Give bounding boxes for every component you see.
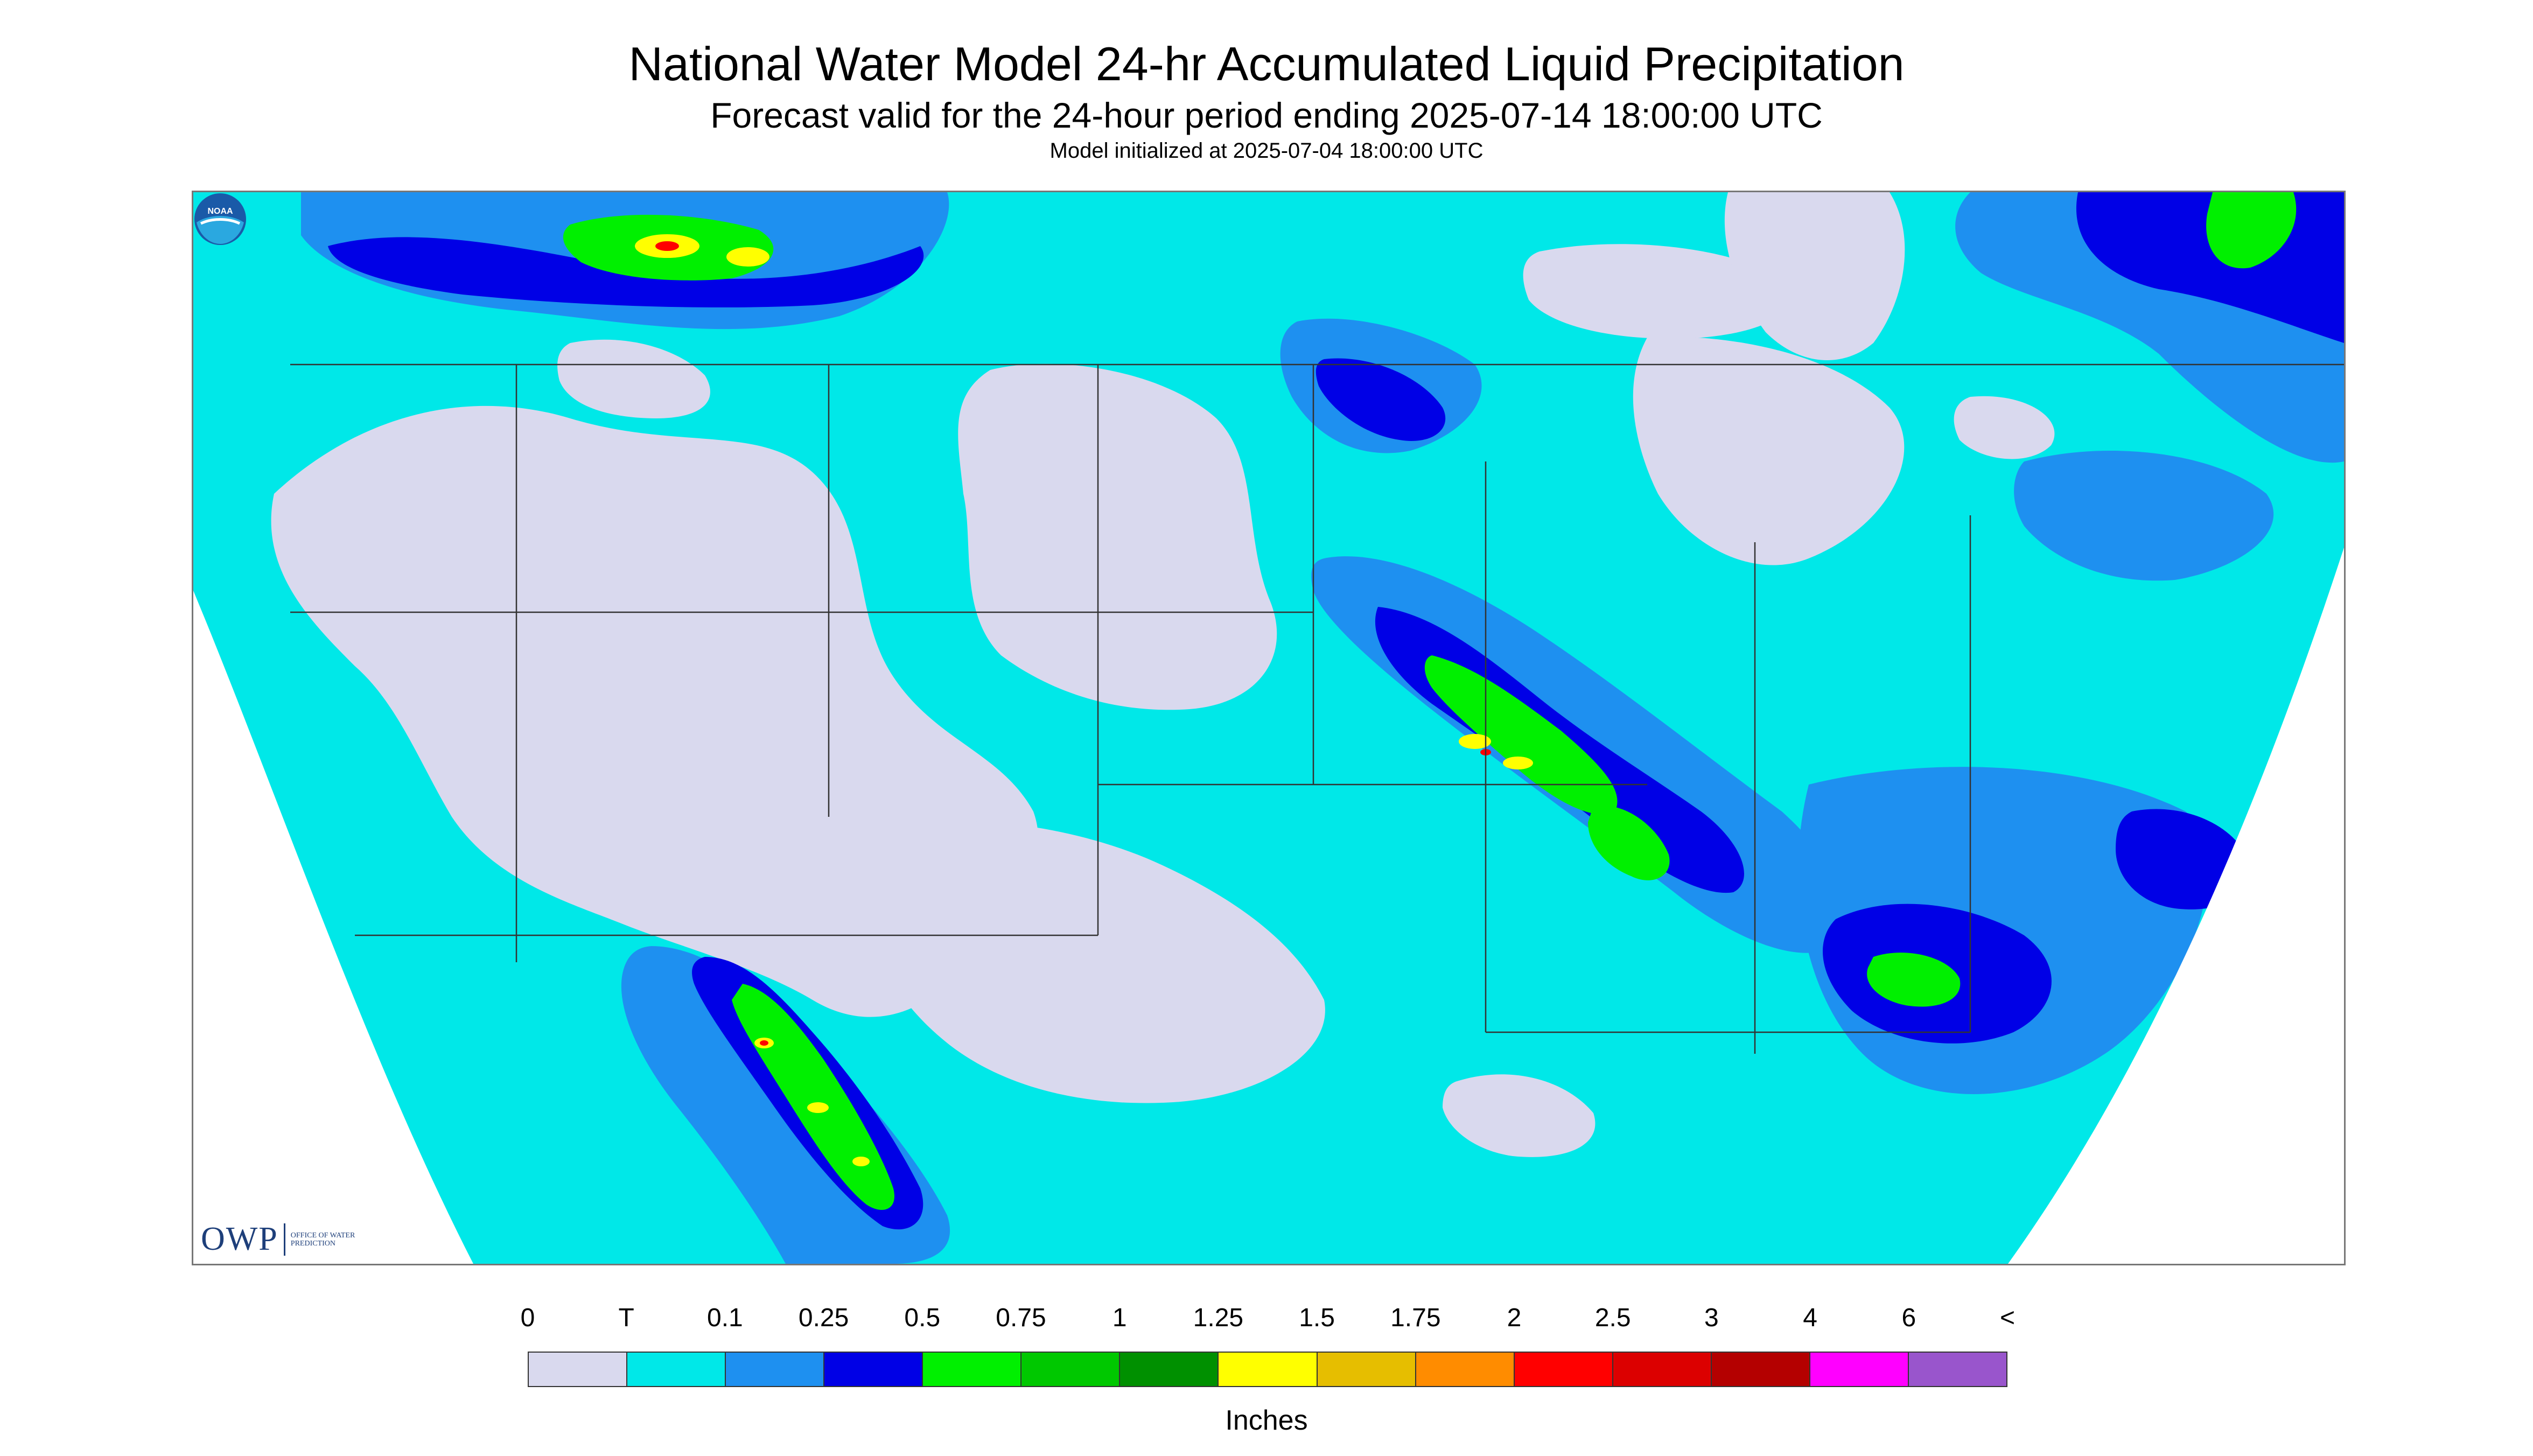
precipitation-map: OWP OFFICE OF WATER PREDICTION NOAA xyxy=(192,191,2346,1265)
legend-label: 0.25 xyxy=(798,1304,849,1332)
legend-swatch xyxy=(824,1353,923,1386)
legend-swatch xyxy=(1514,1353,1613,1386)
model-init-text: Model initialized at 2025-07-04 18:00:00… xyxy=(1049,139,1484,163)
legend-label: < xyxy=(1999,1304,2016,1332)
precipitation-field xyxy=(193,192,2344,1264)
legend-label: 0.75 xyxy=(996,1304,1046,1332)
owp-logo-divider xyxy=(283,1223,285,1256)
legend-swatch xyxy=(627,1353,726,1386)
legend-swatch xyxy=(1317,1353,1416,1386)
legend-label: 1.5 xyxy=(1299,1304,1335,1332)
legend-swatch xyxy=(1810,1353,1909,1386)
outside-domain-right xyxy=(2008,548,2344,1264)
legend-swatch xyxy=(1120,1353,1219,1386)
map-title: National Water Model 24-hr Accumulated L… xyxy=(628,37,1905,90)
legend-units: Inches xyxy=(1225,1405,1308,1436)
legend-swatch xyxy=(923,1353,1022,1386)
legend-label: 0 xyxy=(520,1304,535,1332)
legend-label: 3 xyxy=(1704,1304,1719,1332)
legend-swatch xyxy=(1908,1353,2006,1386)
legend-swatch xyxy=(1711,1353,1810,1386)
noaa-logo-text: NOAA xyxy=(207,207,233,216)
legend-label: 0.1 xyxy=(707,1304,743,1332)
legend-swatch xyxy=(1416,1353,1515,1386)
legend-label: 6 xyxy=(1901,1304,1916,1332)
legend-swatch xyxy=(1021,1353,1121,1386)
owp-logo-text: OWP xyxy=(201,1221,278,1257)
legend-swatch xyxy=(726,1353,825,1386)
legend-swatch xyxy=(1613,1353,1712,1386)
legend-label: 1.75 xyxy=(1390,1304,1441,1332)
legend-label: 0.5 xyxy=(904,1304,941,1332)
legend-label: 1 xyxy=(1112,1304,1127,1332)
owp-logo-subtext: OFFICE OF WATER PREDICTION xyxy=(290,1231,355,1248)
legend-label: 4 xyxy=(1803,1304,1817,1332)
forecast-valid-subtitle: Forecast valid for the 24-hour period en… xyxy=(710,95,1823,135)
owp-logo: OWP OFFICE OF WATER PREDICTION xyxy=(201,1220,355,1258)
legend-swatch xyxy=(529,1353,628,1386)
legend-colorbar xyxy=(528,1352,2007,1387)
legend-label: 2.5 xyxy=(1594,1304,1631,1332)
legend-label: 2 xyxy=(1507,1304,1522,1332)
legend-swatch xyxy=(1219,1353,1318,1386)
legend-label: 1.25 xyxy=(1193,1304,1244,1332)
legend-label: T xyxy=(618,1304,634,1332)
outside-domain-left xyxy=(193,591,473,1264)
legend-labels: 0 T 0.1 0.25 0.5 0.75 1 1.25 1.5 1.75 2 2.5 3 4 6 < xyxy=(521,1303,2015,1335)
noaa-logo-icon: NOAA xyxy=(194,193,246,245)
state-boundaries xyxy=(290,363,2344,1054)
dry-regions xyxy=(271,192,2055,1157)
